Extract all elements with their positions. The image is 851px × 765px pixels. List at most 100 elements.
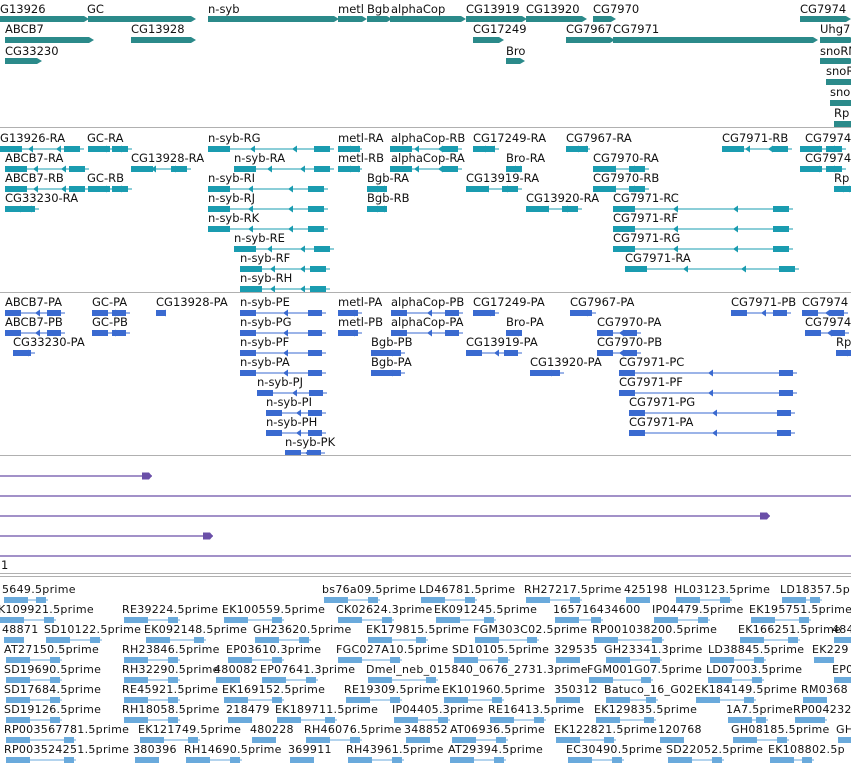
other-feature-label[interactable]: 1 — [1, 558, 9, 572]
est-feature-label[interactable]: LD38845.5prime — [708, 643, 805, 656]
feature-glyph[interactable] — [566, 37, 616, 43]
protein-feature-label[interactable]: GC-PB — [92, 315, 128, 329]
est-feature-label[interactable]: RP003524251.5prime — [4, 743, 130, 756]
feature-glyph[interactable] — [836, 349, 851, 357]
feature-glyph[interactable] — [5, 165, 93, 173]
feature-glyph[interactable] — [619, 389, 801, 397]
feature-glyph[interactable] — [92, 329, 134, 337]
feature-glyph[interactable] — [338, 165, 366, 173]
feature-glyph[interactable] — [0, 145, 88, 153]
feature-glyph[interactable] — [450, 756, 510, 764]
feature-glyph[interactable] — [290, 756, 318, 764]
feature-glyph[interactable] — [240, 309, 330, 317]
rna-feature-label[interactable]: n-syb-RA — [234, 151, 286, 165]
feature-glyph[interactable] — [834, 676, 851, 684]
est-feature-label[interactable]: bs76a09.5prime — [322, 583, 417, 596]
feature-glyph[interactable] — [5, 329, 69, 337]
est-feature-label[interactable]: RH46076.5prime — [304, 723, 402, 736]
est-feature-label[interactable]: EK100559.5prime — [222, 603, 326, 616]
est-feature-label[interactable]: 329535 — [554, 643, 598, 656]
feature-glyph[interactable] — [820, 58, 851, 64]
rna-feature-label[interactable]: metl-RA — [338, 131, 384, 145]
feature-glyph[interactable] — [568, 756, 628, 764]
est-feature-label[interactable]: FGC027A10.5prime — [336, 643, 449, 656]
protein-feature-label[interactable]: metl-PA — [338, 295, 383, 309]
feature-glyph[interactable] — [473, 145, 503, 153]
protein-feature-label[interactable]: alphaCop-PB — [391, 295, 465, 309]
feature-glyph[interactable] — [255, 636, 315, 644]
feature-glyph[interactable] — [124, 696, 184, 704]
gene-feature-label[interactable]: Rp — [834, 106, 850, 120]
est-feature-label[interactable]: SD17684.5prime — [4, 683, 102, 696]
est-feature-label[interactable]: IP04405.3prime — [392, 703, 484, 716]
feature-glyph[interactable] — [124, 656, 184, 664]
est-feature-label[interactable]: SD22052.5prime — [666, 743, 764, 756]
est-feature-label[interactable]: FGM001G07.5prime — [587, 663, 703, 676]
feature-glyph[interactable] — [597, 349, 645, 357]
feature-glyph[interactable] — [4, 636, 28, 644]
feature-glyph[interactable] — [338, 145, 366, 153]
gene-feature-label[interactable]: Bro — [506, 44, 526, 58]
feature-glyph[interactable] — [5, 185, 93, 193]
feature-glyph[interactable] — [803, 696, 831, 704]
protein-feature-label[interactable]: Rp — [836, 335, 851, 349]
protein-feature-label[interactable]: GC-PA — [92, 295, 128, 309]
feature-glyph[interactable] — [728, 716, 772, 724]
gene-feature-label[interactable]: snoRN — [820, 44, 851, 58]
est-feature-label[interactable]: GH08185.5prime — [731, 723, 830, 736]
feature-glyph[interactable] — [124, 616, 184, 624]
est-feature-label[interactable]: 165716434600 — [553, 603, 641, 616]
est-feature-label[interactable]: EK184149.5prime — [694, 683, 798, 696]
feature-glyph[interactable] — [338, 616, 398, 624]
feature-glyph[interactable] — [367, 185, 391, 193]
protein-feature-label[interactable]: CG7970-PB — [597, 335, 663, 349]
protein-feature-label[interactable]: CG13919-PA — [466, 335, 538, 349]
est-feature-label[interactable]: RH43961.5prime — [346, 743, 444, 756]
gene-feature-label[interactable]: CG7967 — [566, 22, 613, 36]
gene-feature-label[interactable]: Uhg7 — [820, 22, 851, 36]
feature-glyph[interactable] — [556, 696, 584, 704]
feature-glyph[interactable] — [740, 636, 804, 644]
feature-glyph[interactable] — [324, 596, 384, 604]
est-feature-label[interactable]: RE45921.5prime — [122, 683, 219, 696]
feature-glyph[interactable] — [834, 636, 851, 644]
rna-feature-label[interactable]: CG17249-RA — [473, 131, 547, 145]
est-feature-label[interactable]: K109921.5prime — [0, 603, 94, 616]
feature-glyph[interactable] — [826, 79, 851, 85]
feature-glyph[interactable] — [556, 656, 584, 664]
est-feature-label[interactable]: EK092148.5prime — [144, 623, 248, 636]
feature-glyph[interactable] — [466, 16, 528, 22]
feature-glyph[interactable] — [228, 716, 256, 724]
feature-glyph[interactable] — [733, 736, 793, 744]
feature-glyph[interactable] — [5, 37, 95, 43]
feature-glyph[interactable] — [629, 429, 799, 437]
protein-feature-label[interactable]: CG17249-PA — [473, 295, 545, 309]
est-track[interactable]: 5649.5prime bs76a09.5prime LD46781.5prime R… — [0, 577, 851, 765]
feature-glyph[interactable] — [530, 369, 568, 377]
feature-glyph[interactable] — [770, 756, 818, 764]
gene-feature-label[interactable]: CG7971 — [613, 22, 660, 36]
feature-glyph[interactable] — [731, 309, 795, 317]
feature-glyph[interactable] — [6, 756, 80, 764]
rna-feature-label[interactable]: CG33230-RA — [5, 191, 79, 205]
feature-glyph[interactable] — [368, 636, 432, 644]
feature-glyph[interactable] — [436, 616, 500, 624]
protein-feature-label[interactable]: n-syb-PI — [266, 395, 313, 409]
est-feature-label[interactable]: IP04479.5prime — [652, 603, 744, 616]
rna-feature-label[interactable]: GC-RB — [87, 171, 124, 185]
feature-glyph[interactable] — [814, 656, 838, 664]
feature-glyph[interactable] — [676, 596, 736, 604]
protein-feature-label[interactable]: n-syb-PH — [266, 415, 318, 429]
rna-feature-label[interactable]: n-syb-RJ — [208, 191, 256, 205]
feature-glyph[interactable] — [4, 596, 52, 604]
gene-feature-label[interactable]: CG13920 — [526, 2, 580, 16]
feature-glyph[interactable] — [710, 656, 770, 664]
feature-glyph[interactable] — [751, 616, 815, 624]
feature-glyph[interactable] — [6, 656, 66, 664]
protein-feature-label[interactable]: alphaCop-PA — [391, 315, 464, 329]
feature-glyph[interactable] — [186, 756, 246, 764]
protein-feature-label[interactable]: CG13920-PA — [530, 355, 602, 369]
feature-glyph[interactable] — [506, 329, 526, 337]
est-feature-label[interactable]: RP003567781.5prime — [4, 723, 130, 736]
feature-glyph[interactable] — [820, 37, 851, 43]
